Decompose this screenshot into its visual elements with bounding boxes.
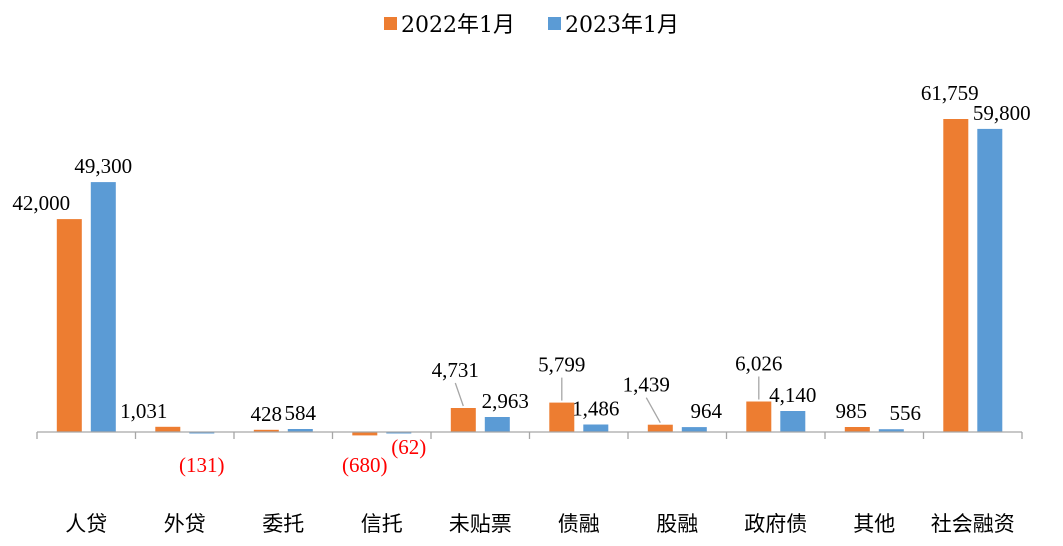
data-label-2-2: (131) [179, 453, 225, 477]
legend-label-2: 2023年1月 [565, 13, 679, 38]
data-label-1-5: 4,731 [432, 358, 479, 382]
category-labels: 人贷 外贷 委托 信托 未贴票 债融 股融 政府债 其他 社会融资 [65, 512, 1014, 536]
bar-2-5 [484, 417, 510, 432]
data-label-2-5: 2,963 [482, 389, 529, 413]
bar-2-10 [977, 128, 1003, 432]
category-label-3: 委托 [262, 512, 304, 536]
bar-2-2 [189, 432, 215, 434]
category-label-6: 债融 [558, 512, 600, 536]
bar-2-8 [780, 411, 806, 432]
data-label-2-4: (62) [391, 435, 426, 459]
bar-1-7 [647, 424, 673, 432]
data-label-2-7: 964 [691, 399, 723, 423]
bar-2-3 [287, 429, 313, 432]
bar-1-1 [56, 219, 82, 432]
bar-2-7 [681, 427, 707, 432]
data-label-1-9: 985 [836, 399, 868, 423]
bar-1-2 [155, 426, 181, 432]
legend-label-1: 2022年1月 [401, 13, 515, 38]
data-label-2-9: 556 [890, 401, 922, 425]
data-label-1-1: 42,000 [12, 191, 70, 215]
category-label-8: 政府债 [744, 512, 807, 536]
category-label-5: 未贴票 [449, 512, 512, 536]
bar-2-4 [386, 432, 412, 434]
bar-1-9 [844, 427, 870, 432]
legend: 2022年1月 2023年1月 [384, 13, 679, 38]
bar-1-5 [450, 408, 476, 432]
bar-1-6 [549, 402, 575, 432]
data-label-1-2: 1,031 [120, 399, 167, 423]
data-label-2-6: 1,486 [572, 397, 619, 421]
leader-line-1-5 [454, 382, 464, 407]
bar-1-3 [253, 429, 279, 432]
data-label-1-3: 428 [251, 402, 283, 426]
data-label-2-8: 4,140 [769, 383, 816, 407]
bar-2-1 [90, 182, 116, 432]
data-label-1-6: 5,799 [538, 353, 585, 377]
bar-2-9 [878, 429, 904, 432]
legend-swatch-2 [548, 17, 561, 30]
bar-1-4 [352, 432, 378, 436]
data-label-1-7: 1,439 [623, 373, 670, 397]
category-label-9: 其他 [853, 512, 895, 536]
bar-2-6 [583, 424, 609, 432]
data-label-2-10: 59,800 [973, 101, 1031, 125]
x-axis-ticks [36, 432, 1023, 439]
data-label-1-8: 6,026 [735, 352, 782, 376]
category-label-10: 社会融资 [931, 512, 1015, 536]
category-label-1: 人贷 [65, 512, 107, 536]
data-label-2-1: 49,300 [74, 154, 132, 178]
legend-swatch-1 [384, 17, 397, 30]
category-label-7: 股融 [656, 512, 698, 536]
category-label-4: 信托 [361, 512, 403, 536]
category-label-2: 外贷 [164, 512, 206, 536]
bars-group [56, 119, 1003, 436]
data-label-1-10: 61,759 [921, 81, 979, 105]
leader-line-1-7 [645, 397, 661, 424]
data-label-2-3: 584 [285, 401, 317, 425]
bar-1-8 [746, 401, 772, 432]
leader-lines [454, 376, 760, 424]
bar-1-10 [943, 119, 969, 432]
data-label-1-4: (680) [342, 453, 388, 477]
